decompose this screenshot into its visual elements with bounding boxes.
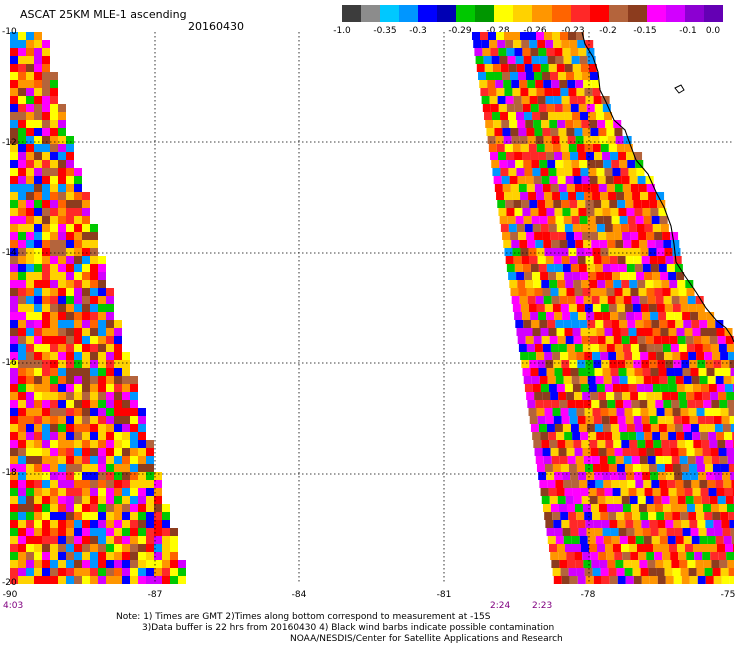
colorbar-segment bbox=[703, 5, 723, 22]
colorbar-segment bbox=[418, 5, 438, 22]
lat-label: -20 bbox=[2, 578, 17, 588]
colorbar-tick: -0.23 bbox=[561, 26, 585, 36]
colorbar-tick: -0.26 bbox=[523, 26, 547, 36]
lon-label: -90 bbox=[2, 590, 18, 600]
swath-time: 2:24 bbox=[490, 601, 511, 611]
colorbar-segment bbox=[494, 5, 514, 22]
lon-label: -87 bbox=[147, 590, 163, 600]
map-plot-area bbox=[10, 32, 734, 584]
coastline bbox=[581, 32, 734, 343]
lat-label: -10 bbox=[2, 27, 17, 37]
colorbar-segment bbox=[380, 5, 400, 22]
colorbar-segment bbox=[437, 5, 457, 22]
colorbar-segment bbox=[570, 5, 590, 22]
colorbar-segment bbox=[513, 5, 533, 22]
lon-label: -78 bbox=[580, 590, 596, 600]
colorbar-tick: -1.0 bbox=[333, 26, 351, 36]
colorbar-segment bbox=[646, 5, 666, 22]
lat-label: -16 bbox=[2, 358, 17, 368]
colorbar-segment bbox=[665, 5, 685, 22]
colorbar-segment bbox=[532, 5, 552, 22]
lon-label: -81 bbox=[436, 590, 452, 600]
note-line: Note: 1) Times are GMT 2)Times along bot… bbox=[116, 612, 491, 622]
colorbar-segment bbox=[627, 5, 647, 22]
colorbar-tick: -0.28 bbox=[486, 26, 510, 36]
lon-label: -84 bbox=[291, 590, 307, 600]
colorbar-tick: -0.15 bbox=[633, 26, 657, 36]
wind-swaths bbox=[10, 32, 734, 584]
colorbar-segment bbox=[551, 5, 571, 22]
swath-time: 4:03 bbox=[3, 601, 24, 611]
note-line: 3)Data buffer is 22 hrs from 20160430 4)… bbox=[142, 623, 555, 633]
colorbar-tick: -0.2 bbox=[599, 26, 617, 36]
lat-label: -12 bbox=[2, 138, 17, 148]
colorbar bbox=[342, 5, 723, 22]
colorbar-segment bbox=[608, 5, 628, 22]
colorbar-tick: -0.3 bbox=[409, 26, 427, 36]
colorbar-segment bbox=[475, 5, 495, 22]
lat-label: -18 bbox=[2, 468, 17, 478]
lat-label: -14 bbox=[2, 248, 17, 258]
note-line: NOAA/NESDIS/Center for Satellite Applica… bbox=[290, 634, 563, 644]
colorbar-tick: -0.35 bbox=[373, 26, 397, 36]
lake-outline bbox=[674, 84, 685, 94]
colorbar-segment bbox=[456, 5, 476, 22]
colorbar-segment bbox=[361, 5, 381, 22]
colorbar-segment bbox=[589, 5, 609, 22]
colorbar-segment bbox=[342, 5, 362, 22]
colorbar-tick: 0.0 bbox=[705, 26, 721, 36]
colorbar-tick: -0.29 bbox=[448, 26, 472, 36]
map-title: ASCAT 25KM MLE-1 ascending bbox=[20, 8, 187, 21]
colorbar-segment bbox=[399, 5, 419, 22]
colorbar-tick: -0.1 bbox=[679, 26, 697, 36]
colorbar-segment bbox=[684, 5, 704, 22]
map-date: 20160430 bbox=[188, 20, 244, 33]
swath-time: 2:23 bbox=[532, 601, 553, 611]
map-grid bbox=[10, 32, 734, 584]
lon-label: -75 bbox=[720, 590, 736, 600]
